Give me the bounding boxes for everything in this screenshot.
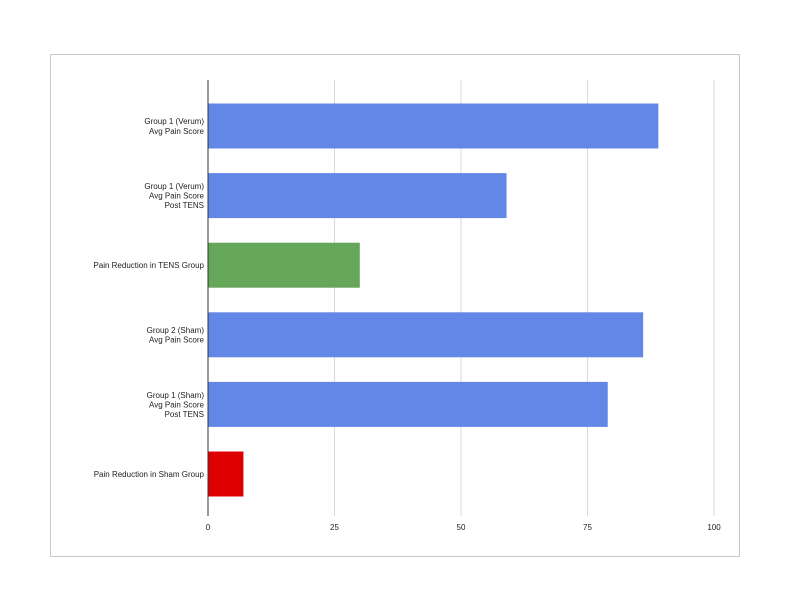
bar-1 <box>208 103 659 149</box>
gridlines <box>334 80 715 516</box>
x-tick-label: 100 <box>707 523 721 532</box>
bars <box>208 103 659 497</box>
category-label: Group 1 (Sham) Avg Pain Score Post TENS <box>147 391 205 419</box>
bar-4 <box>208 312 644 358</box>
category-labels: Group 1 (Verum) Avg Pain Score Group 1 (Ve… <box>93 117 204 479</box>
x-tick-label: 75 <box>583 523 592 532</box>
category-label: Group 1 (Verum) Avg Pain Score Post TENS <box>144 182 204 210</box>
bar-6 <box>208 451 244 497</box>
bar-3 <box>208 242 360 288</box>
category-label: Pain Reduction in TENS Group <box>93 261 204 270</box>
x-tick-label: 25 <box>330 523 339 532</box>
bar-2 <box>208 173 507 219</box>
category-label: Group 1 (Verum) Avg Pain Score <box>144 117 204 136</box>
bar-5 <box>208 381 608 427</box>
category-label: Group 2 (Sham) Avg Pain Score <box>147 326 205 345</box>
x-tick-label: 0 <box>206 523 211 532</box>
category-label: Pain Reduction in Sham Group <box>94 470 205 479</box>
x-tick-labels: 0 25 50 75 100 <box>206 523 721 532</box>
x-tick-label: 50 <box>457 523 466 532</box>
